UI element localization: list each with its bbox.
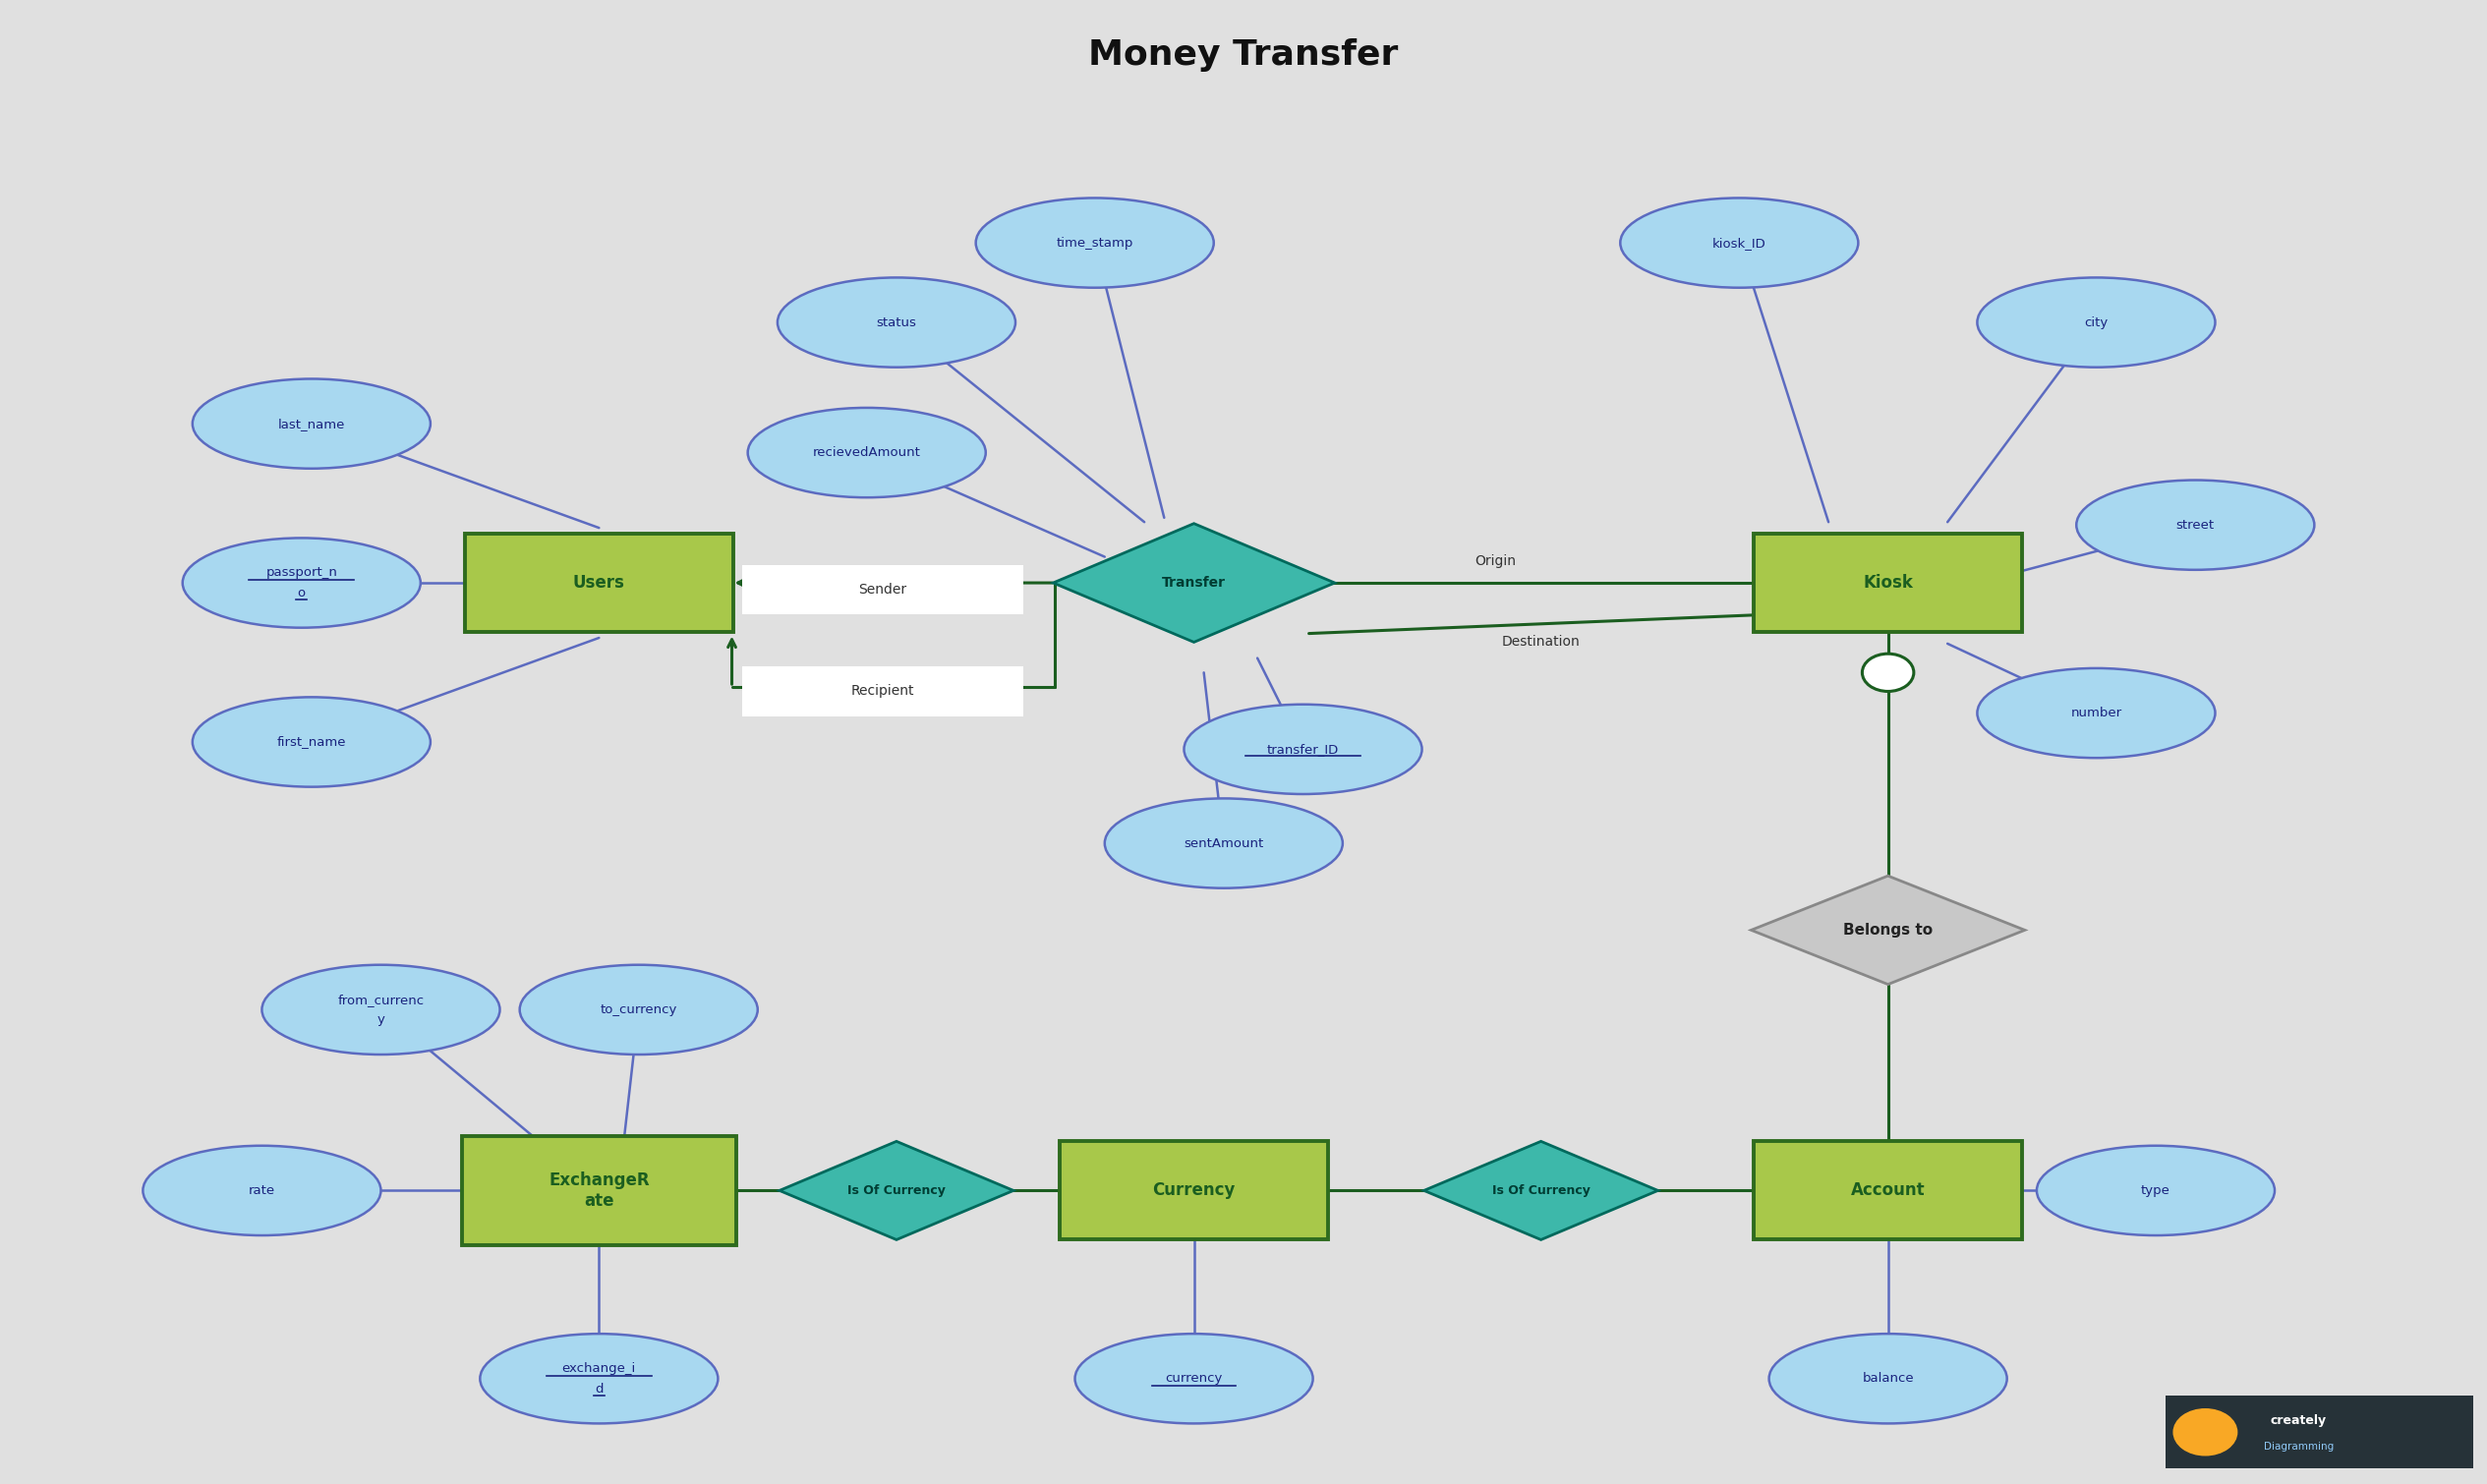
Text: sentAmount: sentAmount [1184, 837, 1263, 850]
Text: Account: Account [1850, 1181, 1925, 1199]
Text: time_stamp: time_stamp [1057, 236, 1134, 249]
FancyBboxPatch shape [1753, 1141, 2022, 1239]
Text: rate: rate [249, 1184, 276, 1198]
Text: Belongs to: Belongs to [1843, 923, 1932, 938]
Text: from_currenc: from_currenc [338, 993, 425, 1006]
Text: street: street [2176, 518, 2213, 531]
Text: Origin: Origin [1475, 555, 1517, 568]
Ellipse shape [142, 1146, 381, 1235]
Ellipse shape [1768, 1334, 2007, 1423]
Ellipse shape [1977, 278, 2216, 367]
Text: recievedAmount: recievedAmount [813, 447, 920, 459]
Text: o: o [298, 586, 306, 600]
Text: creately: creately [2271, 1414, 2325, 1428]
Text: to_currency: to_currency [599, 1003, 676, 1017]
Ellipse shape [1104, 798, 1343, 887]
Text: Recipient: Recipient [851, 684, 915, 699]
Text: Is Of Currency: Is Of Currency [1492, 1184, 1589, 1198]
Ellipse shape [1184, 705, 1423, 794]
FancyBboxPatch shape [741, 565, 1022, 614]
Text: Money Transfer: Money Transfer [1089, 39, 1398, 71]
Ellipse shape [1977, 668, 2216, 758]
Ellipse shape [480, 1334, 719, 1423]
Polygon shape [1425, 1141, 1659, 1239]
Text: Sender: Sender [858, 583, 908, 597]
Ellipse shape [182, 539, 420, 628]
Ellipse shape [778, 278, 1015, 367]
FancyBboxPatch shape [465, 534, 734, 632]
Ellipse shape [520, 965, 759, 1055]
Ellipse shape [261, 965, 500, 1055]
Text: kiosk_ID: kiosk_ID [1714, 236, 1766, 249]
Polygon shape [778, 1141, 1015, 1239]
FancyBboxPatch shape [741, 666, 1022, 715]
Text: first_name: first_name [276, 736, 346, 748]
Text: passport_n: passport_n [266, 567, 338, 579]
Ellipse shape [2037, 1146, 2276, 1235]
Ellipse shape [2077, 481, 2315, 570]
Text: status: status [875, 316, 918, 329]
Ellipse shape [191, 378, 430, 469]
Text: Kiosk: Kiosk [1863, 574, 1913, 592]
FancyBboxPatch shape [1753, 534, 2022, 632]
Ellipse shape [975, 197, 1214, 288]
Text: currency: currency [1166, 1373, 1224, 1385]
Text: y: y [378, 1014, 385, 1027]
Text: Users: Users [572, 574, 624, 592]
Ellipse shape [191, 697, 430, 787]
Text: ExchangeR
ate: ExchangeR ate [550, 1171, 649, 1209]
Polygon shape [1052, 524, 1336, 643]
Ellipse shape [1074, 1334, 1313, 1423]
FancyBboxPatch shape [463, 1137, 736, 1245]
Text: exchange_i: exchange_i [562, 1362, 637, 1374]
Ellipse shape [1619, 197, 1858, 288]
Ellipse shape [749, 408, 985, 497]
Text: number: number [2072, 706, 2121, 720]
Text: transfer_ID: transfer_ID [1266, 743, 1338, 755]
Text: city: city [2084, 316, 2109, 329]
Text: Transfer: Transfer [1161, 576, 1226, 589]
Polygon shape [1751, 876, 2024, 984]
Text: Currency: Currency [1151, 1181, 1236, 1199]
Text: Destination: Destination [1502, 635, 1579, 649]
Text: balance: balance [1863, 1373, 1915, 1385]
Text: Is Of Currency: Is Of Currency [848, 1184, 945, 1198]
Text: d: d [594, 1383, 604, 1395]
Circle shape [2174, 1408, 2236, 1456]
Text: Diagramming: Diagramming [2263, 1442, 2333, 1451]
Circle shape [1863, 654, 1915, 692]
FancyBboxPatch shape [2166, 1396, 2472, 1468]
Text: type: type [2141, 1184, 2171, 1198]
Text: last_name: last_name [279, 417, 346, 430]
FancyBboxPatch shape [1059, 1141, 1328, 1239]
